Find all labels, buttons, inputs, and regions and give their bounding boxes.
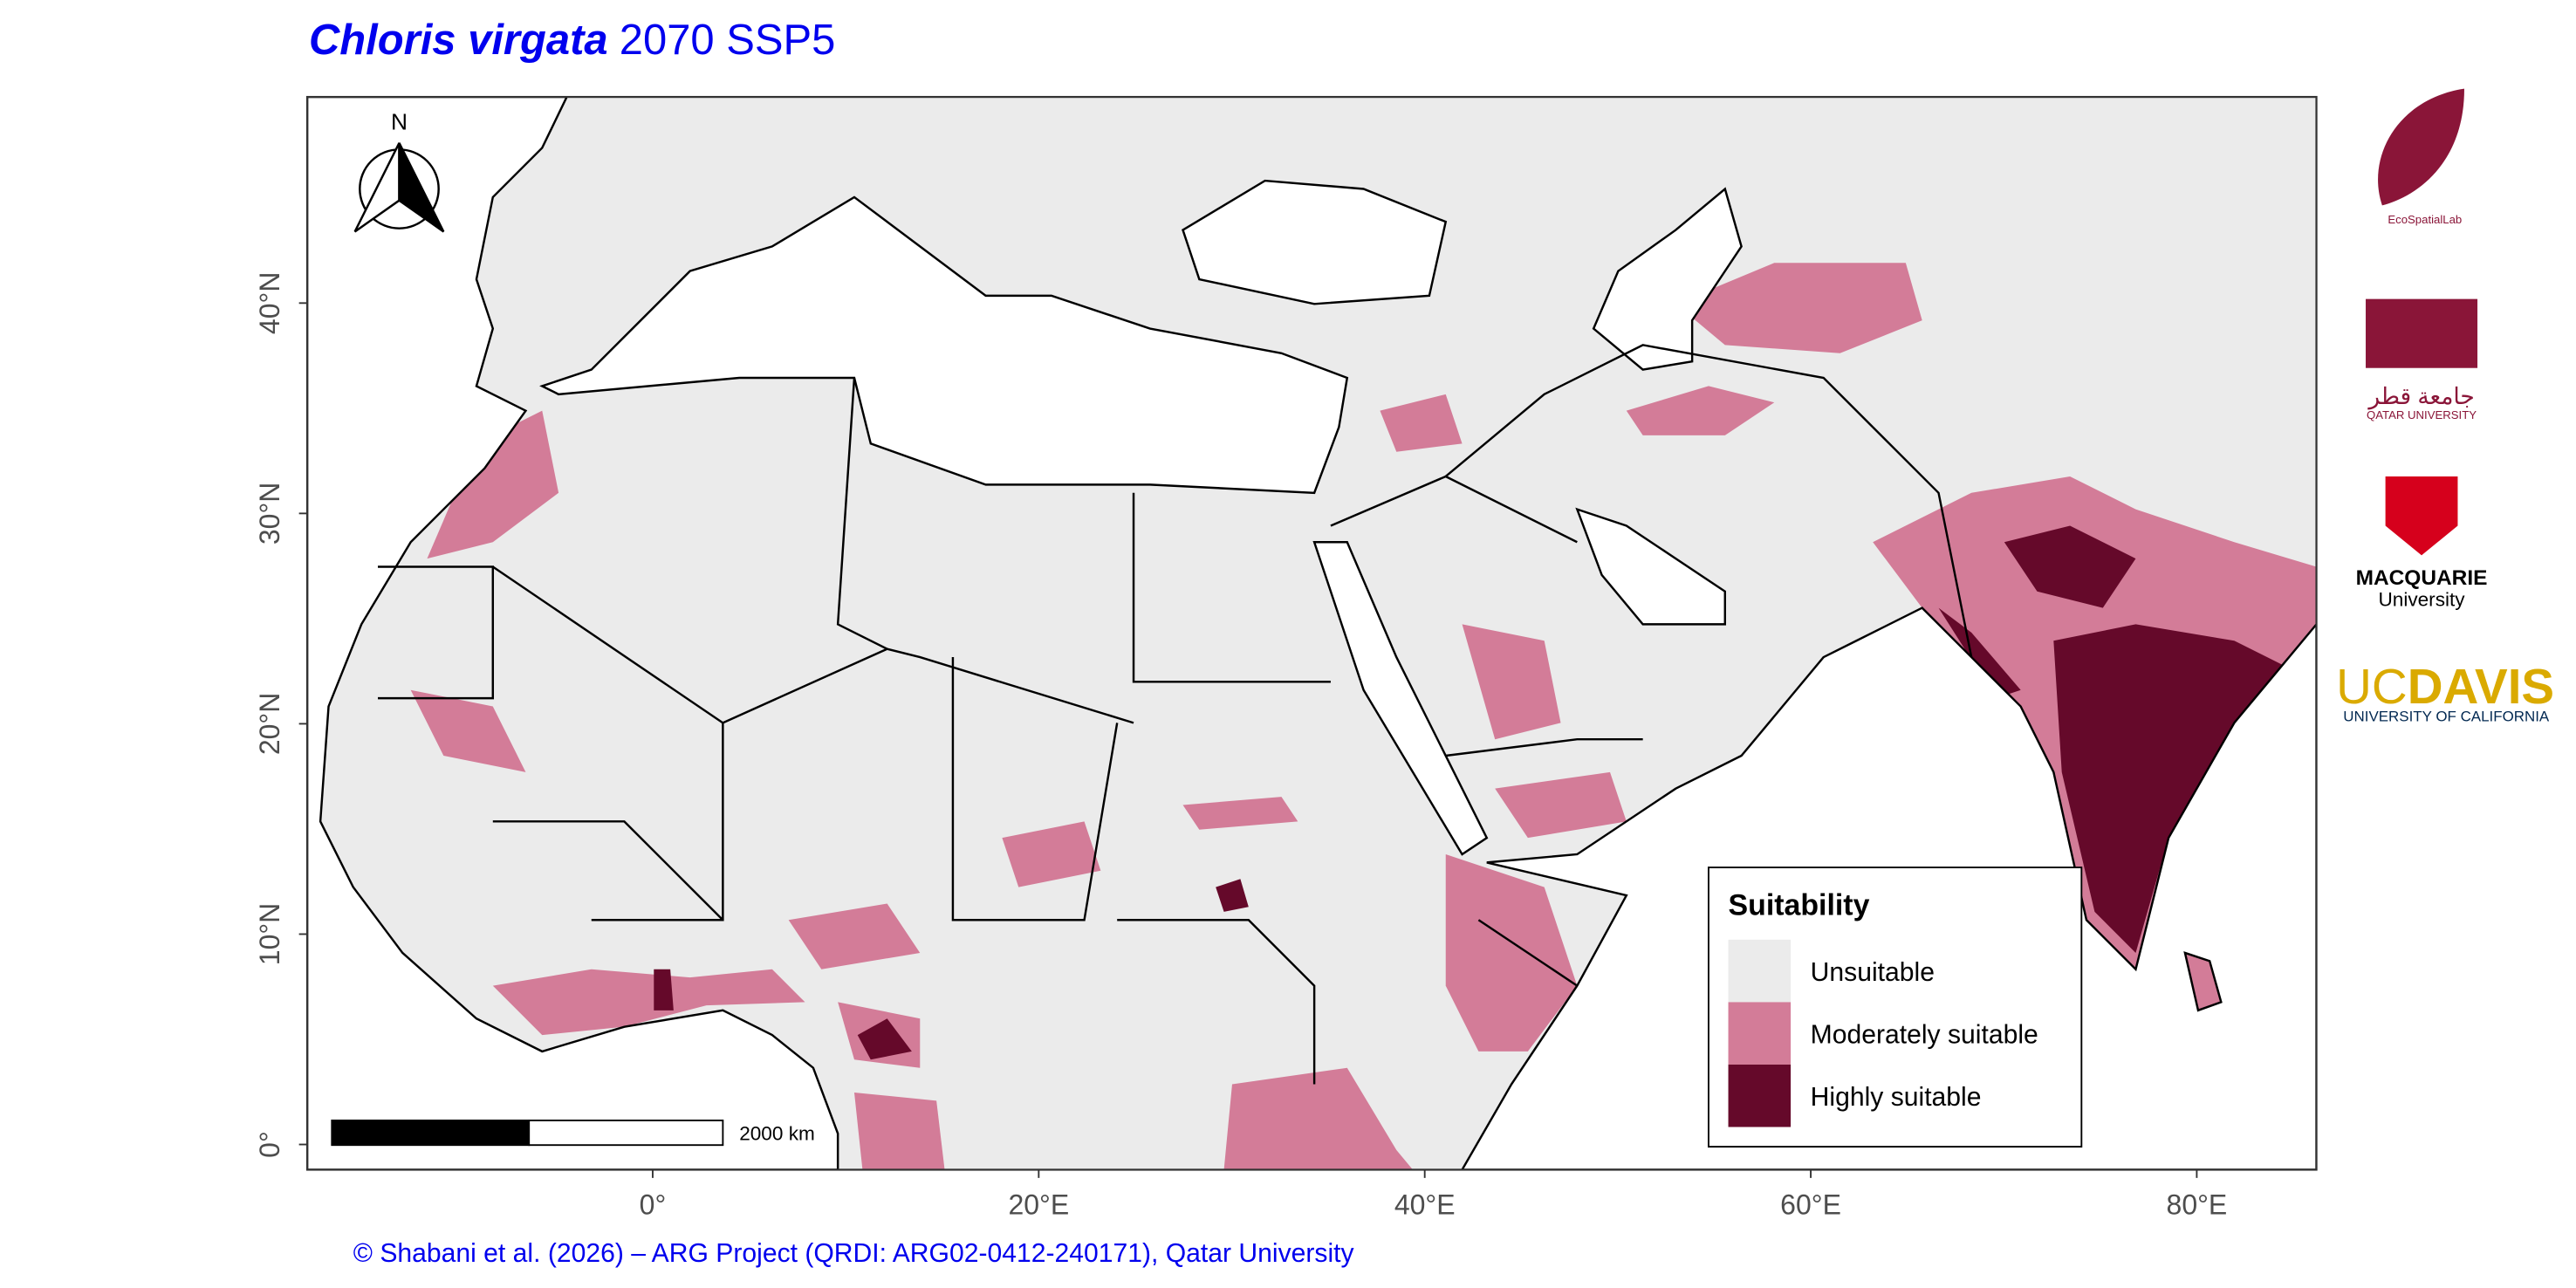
logo-macquarie: MACQUARIE — [2356, 566, 2488, 590]
logo-davis: DAVIS — [2408, 659, 2554, 714]
y-tick-label: 0° — [254, 1131, 285, 1158]
borders — [378, 344, 1973, 1085]
legend-swatch — [1728, 1002, 1792, 1065]
x-tick-label: 80°E — [2167, 1189, 2228, 1220]
legend-label: Unsuitable — [1811, 958, 1935, 987]
logo-ucdavis-sub: UNIVERSITY OF CALIFORNIA — [2343, 708, 2550, 724]
scale-label: 2000 km — [739, 1123, 815, 1145]
scenario: 2070 SSP5 — [620, 17, 836, 64]
legend-swatch — [1728, 939, 1792, 1003]
y-tick-label: 30°N — [254, 483, 285, 545]
scale-bar: 2000 km — [331, 1120, 815, 1147]
logos: EcoSpatialLab جامعة قطر QATAR UNIVERSITY… — [2336, 88, 2554, 724]
north-arrow: N — [353, 109, 445, 233]
logo-uc: UC — [2336, 659, 2408, 714]
y-tick-label: 20°N — [254, 693, 285, 756]
legend-title: Suitability — [1729, 889, 1870, 922]
high-areas — [654, 525, 2300, 1060]
y-tick-label: 40°N — [254, 272, 285, 334]
legend-label: Highly suitable — [1811, 1083, 1982, 1112]
qu-emblem — [2366, 298, 2478, 368]
logo-qatar: QATAR UNIVERSITY — [2367, 408, 2477, 421]
legend-label: Moderately suitable — [1811, 1020, 2038, 1049]
species: Chloris virgata — [309, 17, 608, 64]
x-tick-label: 0° — [640, 1189, 667, 1220]
legend-swatch — [1728, 1064, 1792, 1127]
credit: © Shabani et al. (2026) – ARG Project (Q… — [353, 1239, 1354, 1268]
logo-macquarie-sub: University — [2378, 589, 2465, 611]
north-label: N — [391, 109, 408, 135]
x-tick-label: 20°E — [1008, 1189, 1069, 1220]
y-tick-label: 10°N — [254, 903, 285, 966]
logo-ecospatial: EcoSpatialLab — [2388, 213, 2462, 226]
mq-shield — [2385, 476, 2458, 556]
logo-qatar-ar: جامعة قطر — [2367, 383, 2474, 410]
logo-ucdavis: UCDAVIS — [2336, 659, 2554, 714]
x-tick-label: 60°E — [1780, 1189, 1841, 1220]
x-tick-label: 40°E — [1394, 1189, 1456, 1220]
legend: Suitability Unsuitable Moderately suitabl… — [1708, 867, 2083, 1148]
title: Chloris virgata 2070 SSP5 — [309, 17, 835, 64]
map-frame — [305, 95, 2318, 1171]
